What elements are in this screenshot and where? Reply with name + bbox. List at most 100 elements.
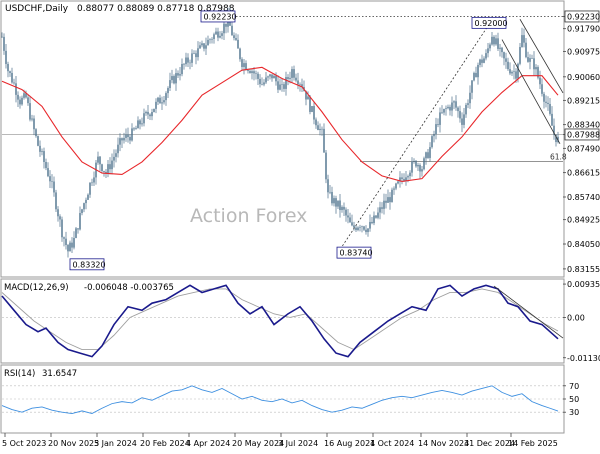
macd-title: MACD(12,26,9) [4, 283, 69, 293]
candle-body [203, 43, 205, 49]
candle-body [271, 74, 273, 79]
candle-body [283, 84, 285, 89]
x-tick-label: 20 Feb 2024 [140, 439, 190, 448]
rsi-readout: 31.6547 [42, 369, 77, 379]
candle-body [429, 147, 431, 158]
candle-body [471, 80, 473, 93]
rsi-y-label: 70 [569, 382, 579, 391]
candle-body [497, 38, 499, 49]
candle-body [75, 228, 77, 238]
candle-body [13, 82, 15, 84]
candle-body [339, 200, 341, 211]
candle-body [459, 111, 461, 119]
candle-body [151, 112, 153, 117]
candle-body [193, 53, 195, 54]
candle-body [503, 52, 505, 59]
candle-body [3, 36, 5, 51]
candle-body [293, 69, 295, 78]
y-tick-label: 0.83155 [567, 265, 600, 274]
candle-body [25, 93, 27, 98]
macd-trendline [493, 285, 564, 339]
candle-body [537, 67, 539, 78]
candle-body [491, 36, 493, 45]
candle-body [543, 93, 545, 102]
candle-body [141, 123, 143, 125]
candle-body [237, 39, 239, 49]
candle-body [231, 25, 233, 36]
candle-body [521, 35, 523, 48]
trendline [501, 39, 561, 145]
candle-body [533, 58, 535, 70]
candle-body [51, 181, 53, 182]
candle-body [313, 106, 315, 120]
candle-body [15, 83, 17, 95]
candle-body [77, 228, 79, 230]
candle-body [363, 226, 365, 230]
candle-body [505, 58, 507, 62]
candle-body [523, 35, 525, 43]
candle-body [147, 111, 149, 115]
candle-body [103, 170, 105, 172]
candle-body [427, 152, 429, 158]
candle-body [399, 177, 401, 182]
candle-body [261, 84, 263, 85]
candle-body [43, 151, 45, 162]
candle-body [89, 182, 91, 195]
candle-body [309, 96, 311, 112]
candle-body [515, 71, 517, 79]
candle-body [333, 198, 335, 204]
candle-body [321, 128, 323, 130]
x-tick-label: 31 Dec 2024 [464, 439, 515, 448]
candle-body [405, 177, 407, 181]
candle-body [477, 64, 479, 78]
candle-body [39, 145, 41, 152]
candle-body [351, 222, 353, 226]
candle-body [191, 53, 193, 63]
candle-body [235, 38, 237, 40]
macd-main-line [1, 284, 559, 358]
candle-body [81, 209, 83, 214]
candle-body [67, 244, 69, 252]
candle-body [63, 237, 65, 239]
candle-body [85, 199, 87, 204]
candle-body [5, 50, 7, 64]
candle-body [455, 101, 457, 108]
candle-body [499, 47, 501, 49]
candle-body [365, 229, 367, 233]
candle-body [467, 103, 469, 105]
candle-body [137, 120, 139, 129]
candle-body [185, 57, 187, 65]
candle-body [143, 113, 145, 124]
candle-body [371, 221, 373, 224]
candle-body [79, 213, 81, 230]
candle-body [171, 76, 173, 81]
candle-body [97, 156, 99, 163]
candle-body [551, 113, 553, 126]
price-annotation-box [200, 10, 236, 23]
candle-body [379, 207, 381, 213]
candle-body [489, 44, 491, 49]
candle-body [65, 238, 67, 245]
candle-body [433, 134, 435, 137]
candle-body [517, 63, 519, 79]
candle-body [209, 39, 211, 41]
candle-body [169, 80, 171, 89]
candle-body [123, 137, 125, 141]
candle-body [245, 63, 247, 70]
candle-body [401, 177, 403, 179]
candle-body [19, 99, 21, 105]
candle-body [545, 101, 547, 103]
candle-body [479, 59, 481, 65]
y-tick-label: 0.89215 [567, 96, 600, 105]
y-tick-label: 0.91790 [567, 25, 600, 34]
rsi-line [1, 385, 559, 414]
candle-body [487, 48, 489, 54]
candle-body [507, 61, 509, 70]
price-annotation-box [471, 16, 507, 29]
candle-body [305, 90, 307, 100]
candle-body [11, 72, 13, 83]
candle-body [117, 144, 119, 154]
price-annotation-label: 0.92230 [204, 12, 237, 21]
